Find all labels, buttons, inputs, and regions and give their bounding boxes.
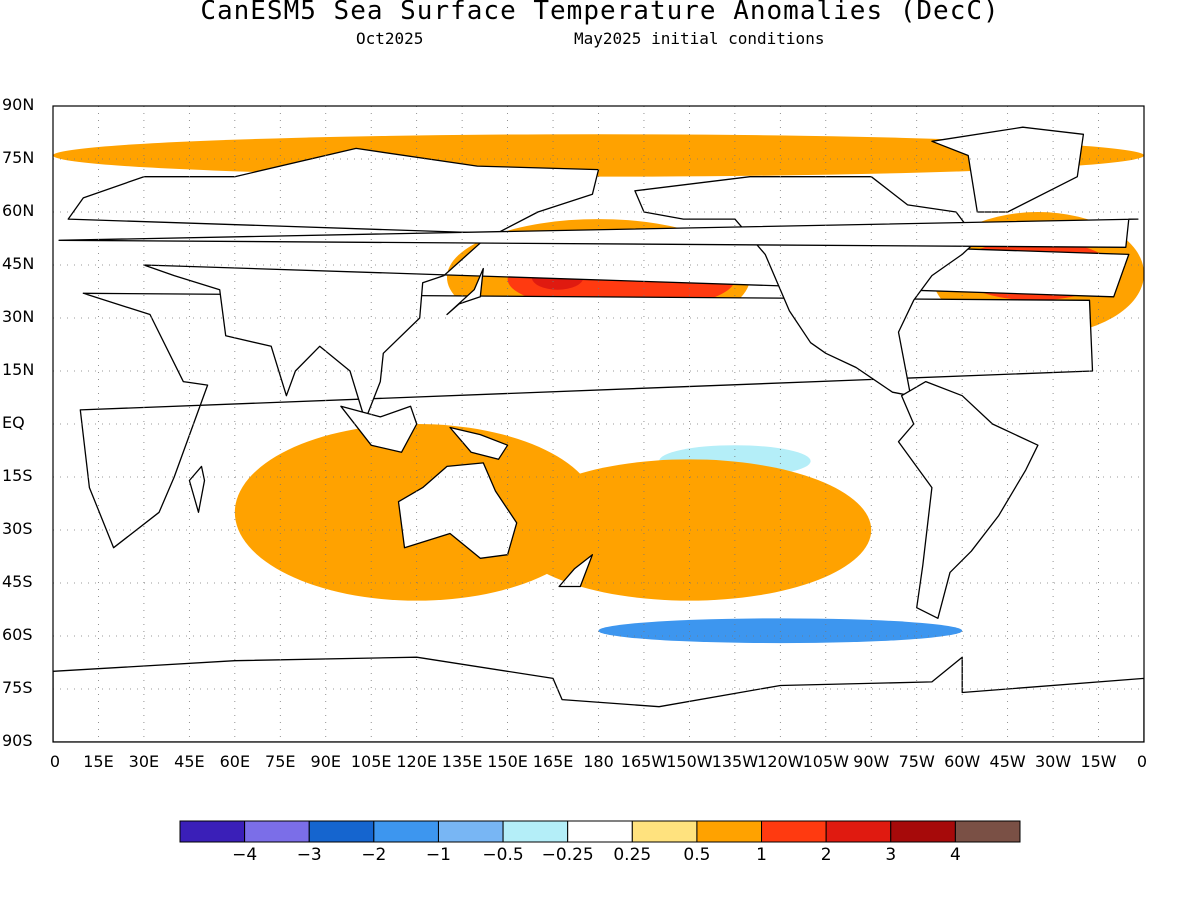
colorbar-swatch — [696, 820, 763, 843]
lon-tick-label: 135W — [711, 752, 759, 771]
lon-tick-label: 75E — [265, 752, 296, 771]
lon-tick-label: 120E — [396, 752, 437, 771]
lon-tick-label: 75W — [898, 752, 935, 771]
colorbar-tick-label: 3 — [885, 845, 897, 865]
colorbar-swatch — [308, 820, 375, 843]
colorbar-swatch — [244, 820, 310, 843]
lat-tick-label: 45S — [2, 572, 33, 591]
map-title: CanESM5 Sea Surface Temperature Anomalie… — [200, 0, 1000, 26]
lon-tick-label: 105E — [350, 752, 392, 771]
lon-tick-label: 180 — [583, 752, 614, 771]
lon-tick-label: 15E — [83, 752, 114, 771]
lon-tick-label: 165W — [620, 752, 668, 771]
land-mass — [188, 465, 206, 513]
colorbar-swatch — [954, 820, 1021, 843]
colorbar-swatch — [825, 820, 892, 843]
lon-tick-label: 150W — [666, 752, 713, 771]
land-mass — [449, 426, 509, 460]
lon-tick-label: 15W — [1080, 752, 1117, 771]
colorbar-tick-label: −3 — [296, 845, 322, 865]
lat-tick-label: 90N — [2, 95, 35, 114]
lon-tick-label: 0 — [1136, 752, 1148, 771]
lat-tick-label: 75S — [2, 678, 33, 697]
land-mass — [897, 380, 1039, 619]
lat-tick-label: 15S — [2, 466, 33, 485]
colorbar-tick-label: −2 — [361, 845, 387, 865]
colorbar-swatch — [631, 820, 698, 843]
colorbar-swatch — [373, 820, 439, 843]
lat-tick-label: 45N — [2, 254, 35, 273]
colorbar-tick-label: −0.5 — [482, 845, 524, 865]
colorbar-swatch — [567, 820, 633, 843]
lat-tick-label: 75N — [2, 148, 35, 167]
lon-tick-label: 135E — [441, 752, 483, 771]
lat-tick-label: 30S — [2, 519, 33, 538]
lon-tick-label: 30E — [128, 752, 160, 771]
lat-tick-label: 60S — [2, 625, 33, 644]
lon-tick-label: 165E — [532, 752, 574, 771]
lat-tick-label: EQ — [2, 413, 25, 432]
lon-tick-label: 30W — [1034, 752, 1072, 771]
lon-tick-label: 90E — [310, 752, 341, 771]
lon-tick-label: 60E — [219, 752, 251, 771]
lon-tick-label: 0 — [49, 752, 61, 771]
anomaly-region — [598, 371, 902, 442]
land-mass — [446, 267, 484, 316]
valid-month-label: Oct2025 — [356, 29, 424, 48]
land-masses — [53, 126, 1144, 742]
colorbar-swatch — [179, 820, 246, 843]
grid-lines — [53, 106, 1144, 742]
lon-tick-label: 45W — [989, 752, 1026, 771]
lat-tick-label: 60N — [2, 201, 35, 220]
anomaly-region — [507, 459, 872, 601]
initial-conditions-label: May2025 initial conditions — [574, 29, 825, 48]
land-mass — [397, 462, 518, 559]
land-mass — [53, 656, 1144, 742]
lat-tick-label: 90S — [2, 731, 33, 750]
colorbar-tick-label: 4 — [949, 845, 961, 865]
colorbar-tick-label: −4 — [232, 845, 258, 865]
land-mass — [558, 554, 594, 588]
lon-tick-label: 150E — [487, 752, 528, 771]
lat-tick-label: 30N — [2, 307, 35, 326]
colorbar — [179, 820, 1021, 843]
colorbar-swatch — [761, 820, 827, 843]
land-mass — [340, 405, 418, 453]
lon-tick-label: 105W — [802, 752, 849, 771]
colorbar-swatch — [437, 820, 504, 843]
lat-tick-label: 15N — [2, 360, 35, 379]
colorbar-swatch — [890, 820, 956, 843]
colorbar-tick-label: −0.25 — [541, 845, 594, 865]
colorbar-tick-label: 1 — [756, 845, 767, 865]
colorbar-tick-label: 0.5 — [683, 845, 711, 865]
lon-tick-label: 60W — [944, 752, 981, 771]
colorbar-tick-label: 2 — [820, 845, 832, 865]
land-mass — [58, 218, 1139, 248]
colorbar-swatch — [502, 820, 569, 843]
lon-tick-label: 45E — [174, 752, 205, 771]
colorbar-tick-label: −1 — [425, 845, 451, 865]
lon-tick-label: 120W — [757, 752, 804, 771]
colorbar-tick-label: 0.25 — [613, 845, 652, 865]
map-frame — [52, 105, 1145, 743]
lon-tick-label: 90W — [853, 752, 890, 771]
anomaly-region — [598, 618, 963, 644]
